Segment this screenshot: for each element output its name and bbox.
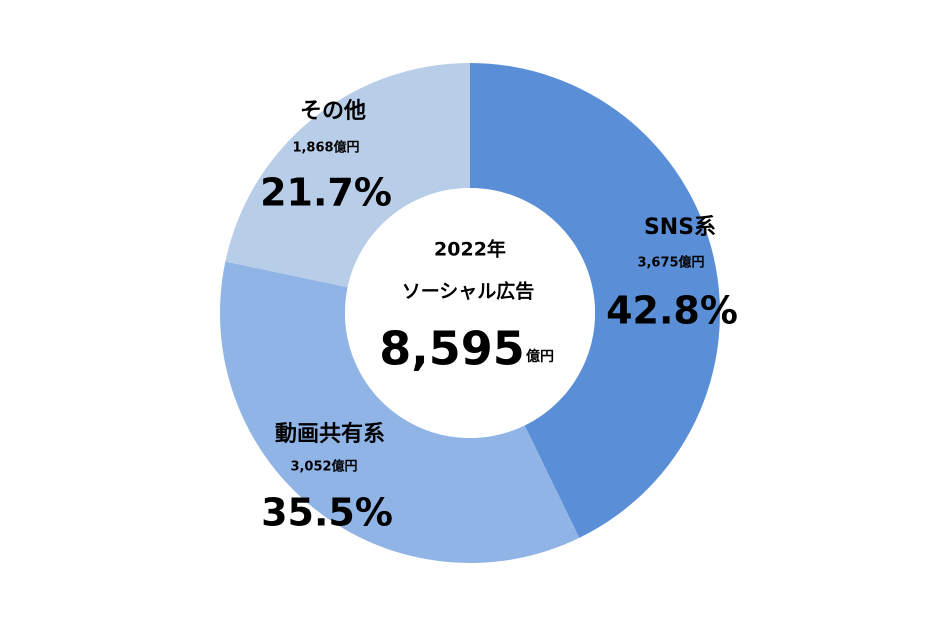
slice [225, 63, 470, 288]
slice-label: SNS系 [644, 215, 716, 240]
center-unit: 億円 [526, 348, 554, 365]
center-year: 2022年 [434, 238, 506, 261]
slice [220, 261, 580, 563]
center-label: ソーシャル広告 [402, 280, 535, 303]
donut [220, 63, 721, 563]
slice-amount: 3,675億円 [637, 255, 704, 271]
center-total: 8,595 [379, 322, 525, 376]
slice-percent: 21.7% [260, 171, 392, 215]
slice-amount: 3,052億円 [290, 459, 357, 475]
slice-amount: 1,868億円 [292, 140, 359, 156]
slice-label: その他 [300, 99, 366, 124]
donut-hole [345, 188, 595, 438]
slice-label: 動画共有系 [275, 421, 385, 447]
slice-percent: 42.8% [606, 289, 738, 333]
slice [470, 63, 721, 538]
slice-percent: 35.5% [261, 491, 393, 535]
